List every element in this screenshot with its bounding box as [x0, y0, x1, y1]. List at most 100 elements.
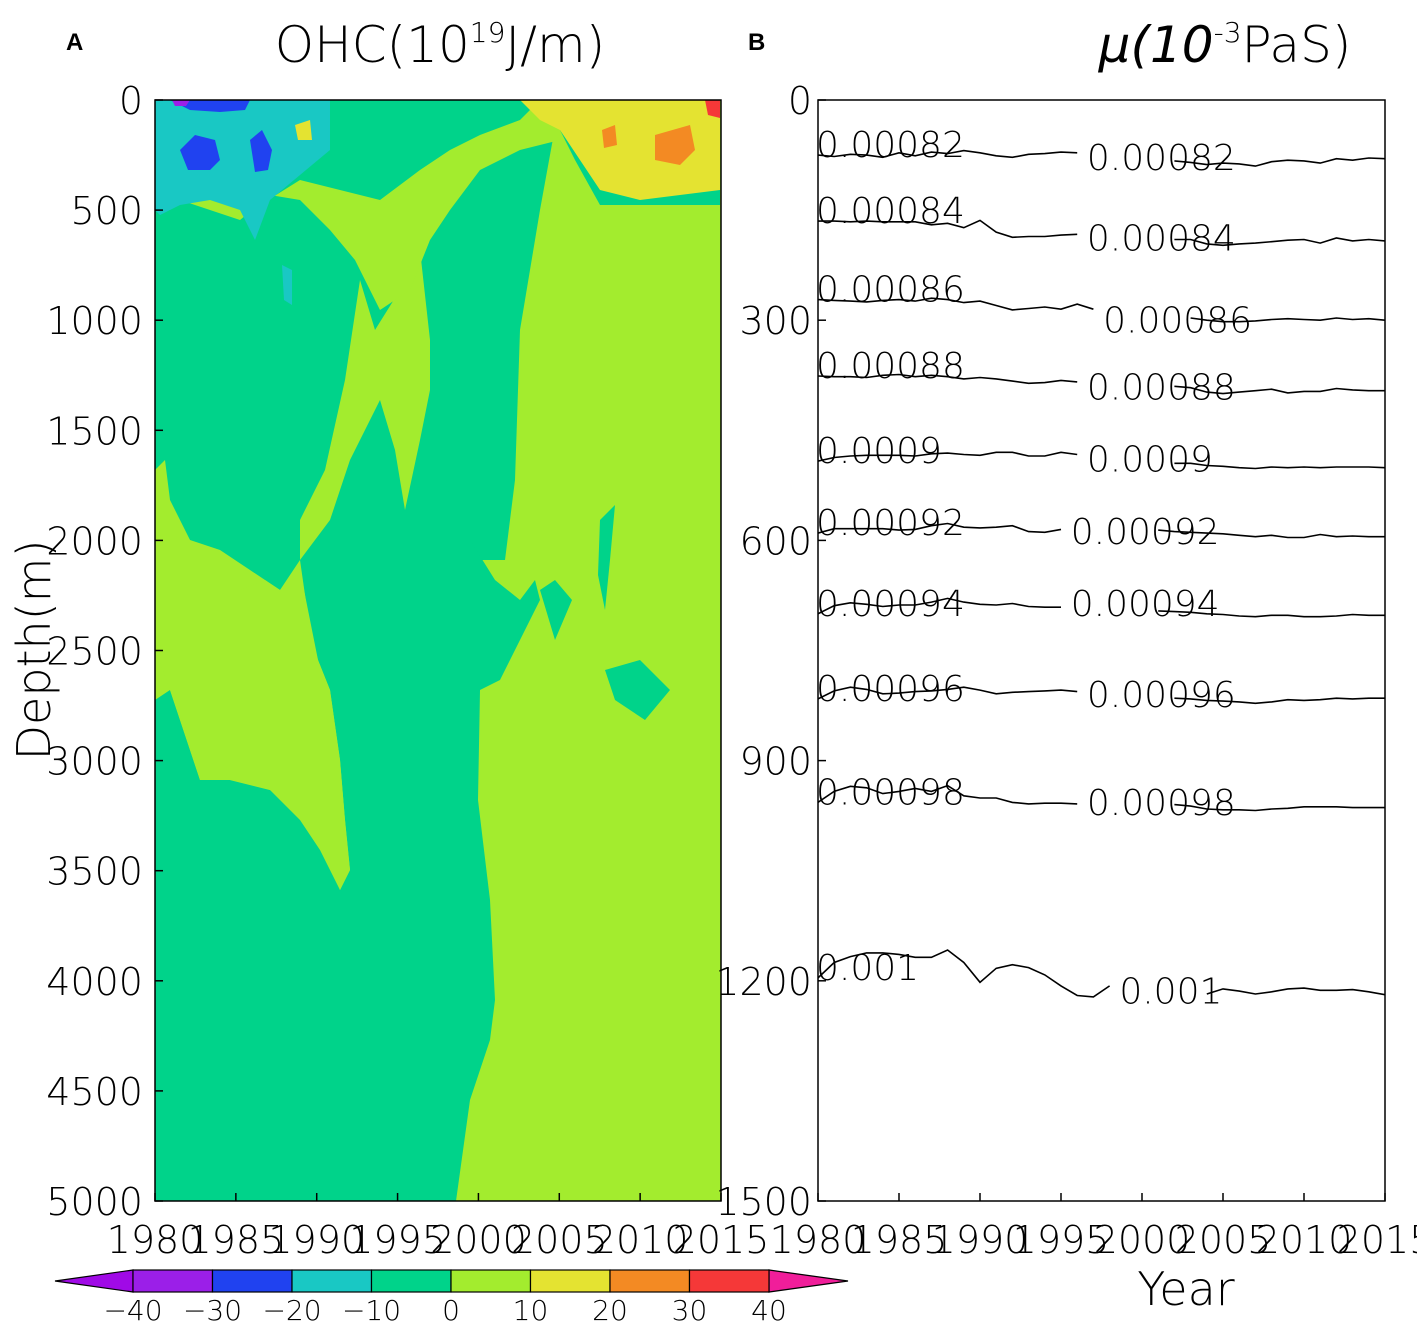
contour-line	[1158, 529, 1385, 539]
contour-label-left: 0.00094	[816, 584, 965, 625]
contour-line	[1174, 237, 1385, 247]
panel-a-xtick-label: 1995	[349, 1218, 446, 1262]
panel-a-xtick-label: 1980	[107, 1218, 204, 1262]
panel-b-xlabel: Year	[1137, 1262, 1234, 1316]
panel-b-ytick-label: 0	[788, 79, 812, 123]
contour-label-left: 0.00092	[816, 503, 965, 544]
panel-b-xtick-label: 1985	[851, 1218, 948, 1262]
panel-b-title: μ(10-3PaS)	[1098, 16, 1352, 74]
colorbar-swatch	[132, 1269, 214, 1293]
region-orange-2007	[602, 125, 617, 148]
contour-label: 0.00092	[1071, 512, 1220, 553]
panel-a-ytick-label: 5000	[46, 1180, 143, 1224]
panel-a-ytick-label: 2500	[46, 630, 143, 674]
panel-a-xtick-label: 1985	[187, 1218, 284, 1262]
panel-a-ytick-label: 4500	[46, 1070, 143, 1114]
colorbar-tick-label: −30	[183, 1294, 242, 1322]
colorbar-tick-label: 40	[751, 1294, 787, 1322]
colorbar-over-triangle	[768, 1269, 849, 1293]
colorbar-swatch	[370, 1269, 452, 1293]
panel-a-ytick-label: 3000	[46, 740, 143, 784]
contour-label-left: 0.00086	[816, 270, 965, 311]
contour-label-left: 0.001	[816, 948, 919, 989]
contour-label: 0.00094	[1071, 584, 1220, 625]
contour-line	[818, 297, 1094, 311]
contour-line	[1206, 987, 1385, 996]
panel-a-letter: A	[66, 29, 83, 56]
contour-line	[1174, 157, 1385, 167]
contour-label: 0.00098	[1087, 783, 1236, 824]
panel-b-xtick-label: 1995	[1013, 1218, 1110, 1262]
contour-label: 0.001	[1119, 972, 1222, 1013]
region-yellow-spot-1997	[295, 120, 312, 140]
colorbar-swatch	[688, 1269, 770, 1293]
colorbar-tick-label: −10	[342, 1294, 401, 1322]
panel-a-ylabel: Depth(m)	[7, 540, 61, 761]
contour-line	[818, 784, 1078, 805]
contour-line	[1190, 317, 1385, 323]
panel-b-ytick-label: 300	[739, 299, 812, 343]
panel-b-letter: B	[748, 29, 765, 56]
contour-line	[1174, 803, 1385, 812]
contour-line	[1174, 462, 1385, 470]
panel-b-ytick-label: 1500	[715, 1180, 812, 1224]
panel-b: B μ(10-3PaS) Year 0.000820.000820.000840…	[715, 16, 1417, 1316]
region-yellow-right	[520, 100, 720, 200]
contour-line	[818, 522, 1062, 534]
panel-a-ytick-label: 1000	[46, 299, 143, 343]
panel-a: A OHC(1019J/m) Depth(m)	[7, 16, 849, 1322]
contour-label-left: 0.00096	[816, 669, 965, 710]
contour-line	[818, 373, 1078, 385]
region-purple-top	[172, 100, 190, 106]
contour-label-left: 0.00082	[816, 125, 965, 166]
region-blue-1982	[180, 135, 220, 170]
panel-b-frame	[817, 99, 1386, 1202]
contour-line	[818, 451, 1078, 462]
colorbar-tick-label: −20	[262, 1294, 321, 1322]
region-blue-1986	[250, 130, 272, 172]
region-island-2007	[598, 505, 615, 610]
panel-a-ytick-label: 3500	[46, 850, 143, 894]
contour-line	[1174, 385, 1385, 395]
region-cyan-spot-1986	[282, 265, 292, 305]
panel-a-xtick-label: 2005	[511, 1218, 608, 1262]
panel-a-ytick-label: 4000	[46, 960, 143, 1004]
colorbar-swatch	[291, 1269, 373, 1293]
panel-b-xtick-label: 2015	[1337, 1218, 1417, 1262]
panel-a-axes: 1980198519901995200020052010201505001000…	[46, 79, 769, 1262]
panel-a-ytick-label: 1500	[46, 409, 143, 453]
panel-b-xtick-label: 1990	[932, 1218, 1029, 1262]
contour-label-left: 0.00088	[816, 346, 965, 387]
region-orange-2010	[655, 125, 695, 165]
colorbar-tick-label: 0	[442, 1294, 460, 1322]
contour-label-left: 0.0009	[816, 431, 942, 472]
colorbar-swatch	[609, 1269, 691, 1293]
colorbar-tick-label: −40	[103, 1294, 162, 1322]
region-deep-neg	[155, 390, 540, 1201]
contour-label: 0.0009	[1087, 439, 1213, 480]
contour-label-left: 0.00084	[816, 191, 965, 232]
contour-line	[1174, 697, 1385, 705]
colorbar: −40 −30 −20 −10 0 10 20 30 40	[54, 1269, 849, 1322]
colorbar-swatch	[211, 1269, 293, 1293]
panel-b-lines: 0.00082 0.00082 0.00084 0.00084 0.00086 0.000…	[816, 125, 1385, 1013]
panel-b-ytick-label: 600	[739, 519, 812, 563]
region-blue-top	[170, 100, 250, 112]
colorbar-swatch	[450, 1269, 532, 1293]
panel-a-xtick-label: 2000	[430, 1218, 527, 1262]
panel-b-xtick-label: 1980	[770, 1218, 867, 1262]
region-left-zero-band	[155, 500, 350, 890]
panel-a-xtick-label: 2015	[673, 1218, 770, 1262]
panel-b-xtick-label: 2005	[1175, 1218, 1272, 1262]
contour-label: 0.00096	[1087, 675, 1236, 716]
contour-label: 0.00084	[1087, 219, 1236, 260]
panel-b-ytick-label: 900	[739, 740, 812, 784]
contour-label: 0.00088	[1087, 368, 1236, 409]
region-island-2010	[605, 660, 670, 720]
panel-a-xtick-label: 2010	[592, 1218, 689, 1262]
panel-b-xtick-label: 2010	[1256, 1218, 1353, 1262]
contour-line	[818, 149, 1078, 159]
panel-a-ytick-label: 2000	[46, 519, 143, 563]
